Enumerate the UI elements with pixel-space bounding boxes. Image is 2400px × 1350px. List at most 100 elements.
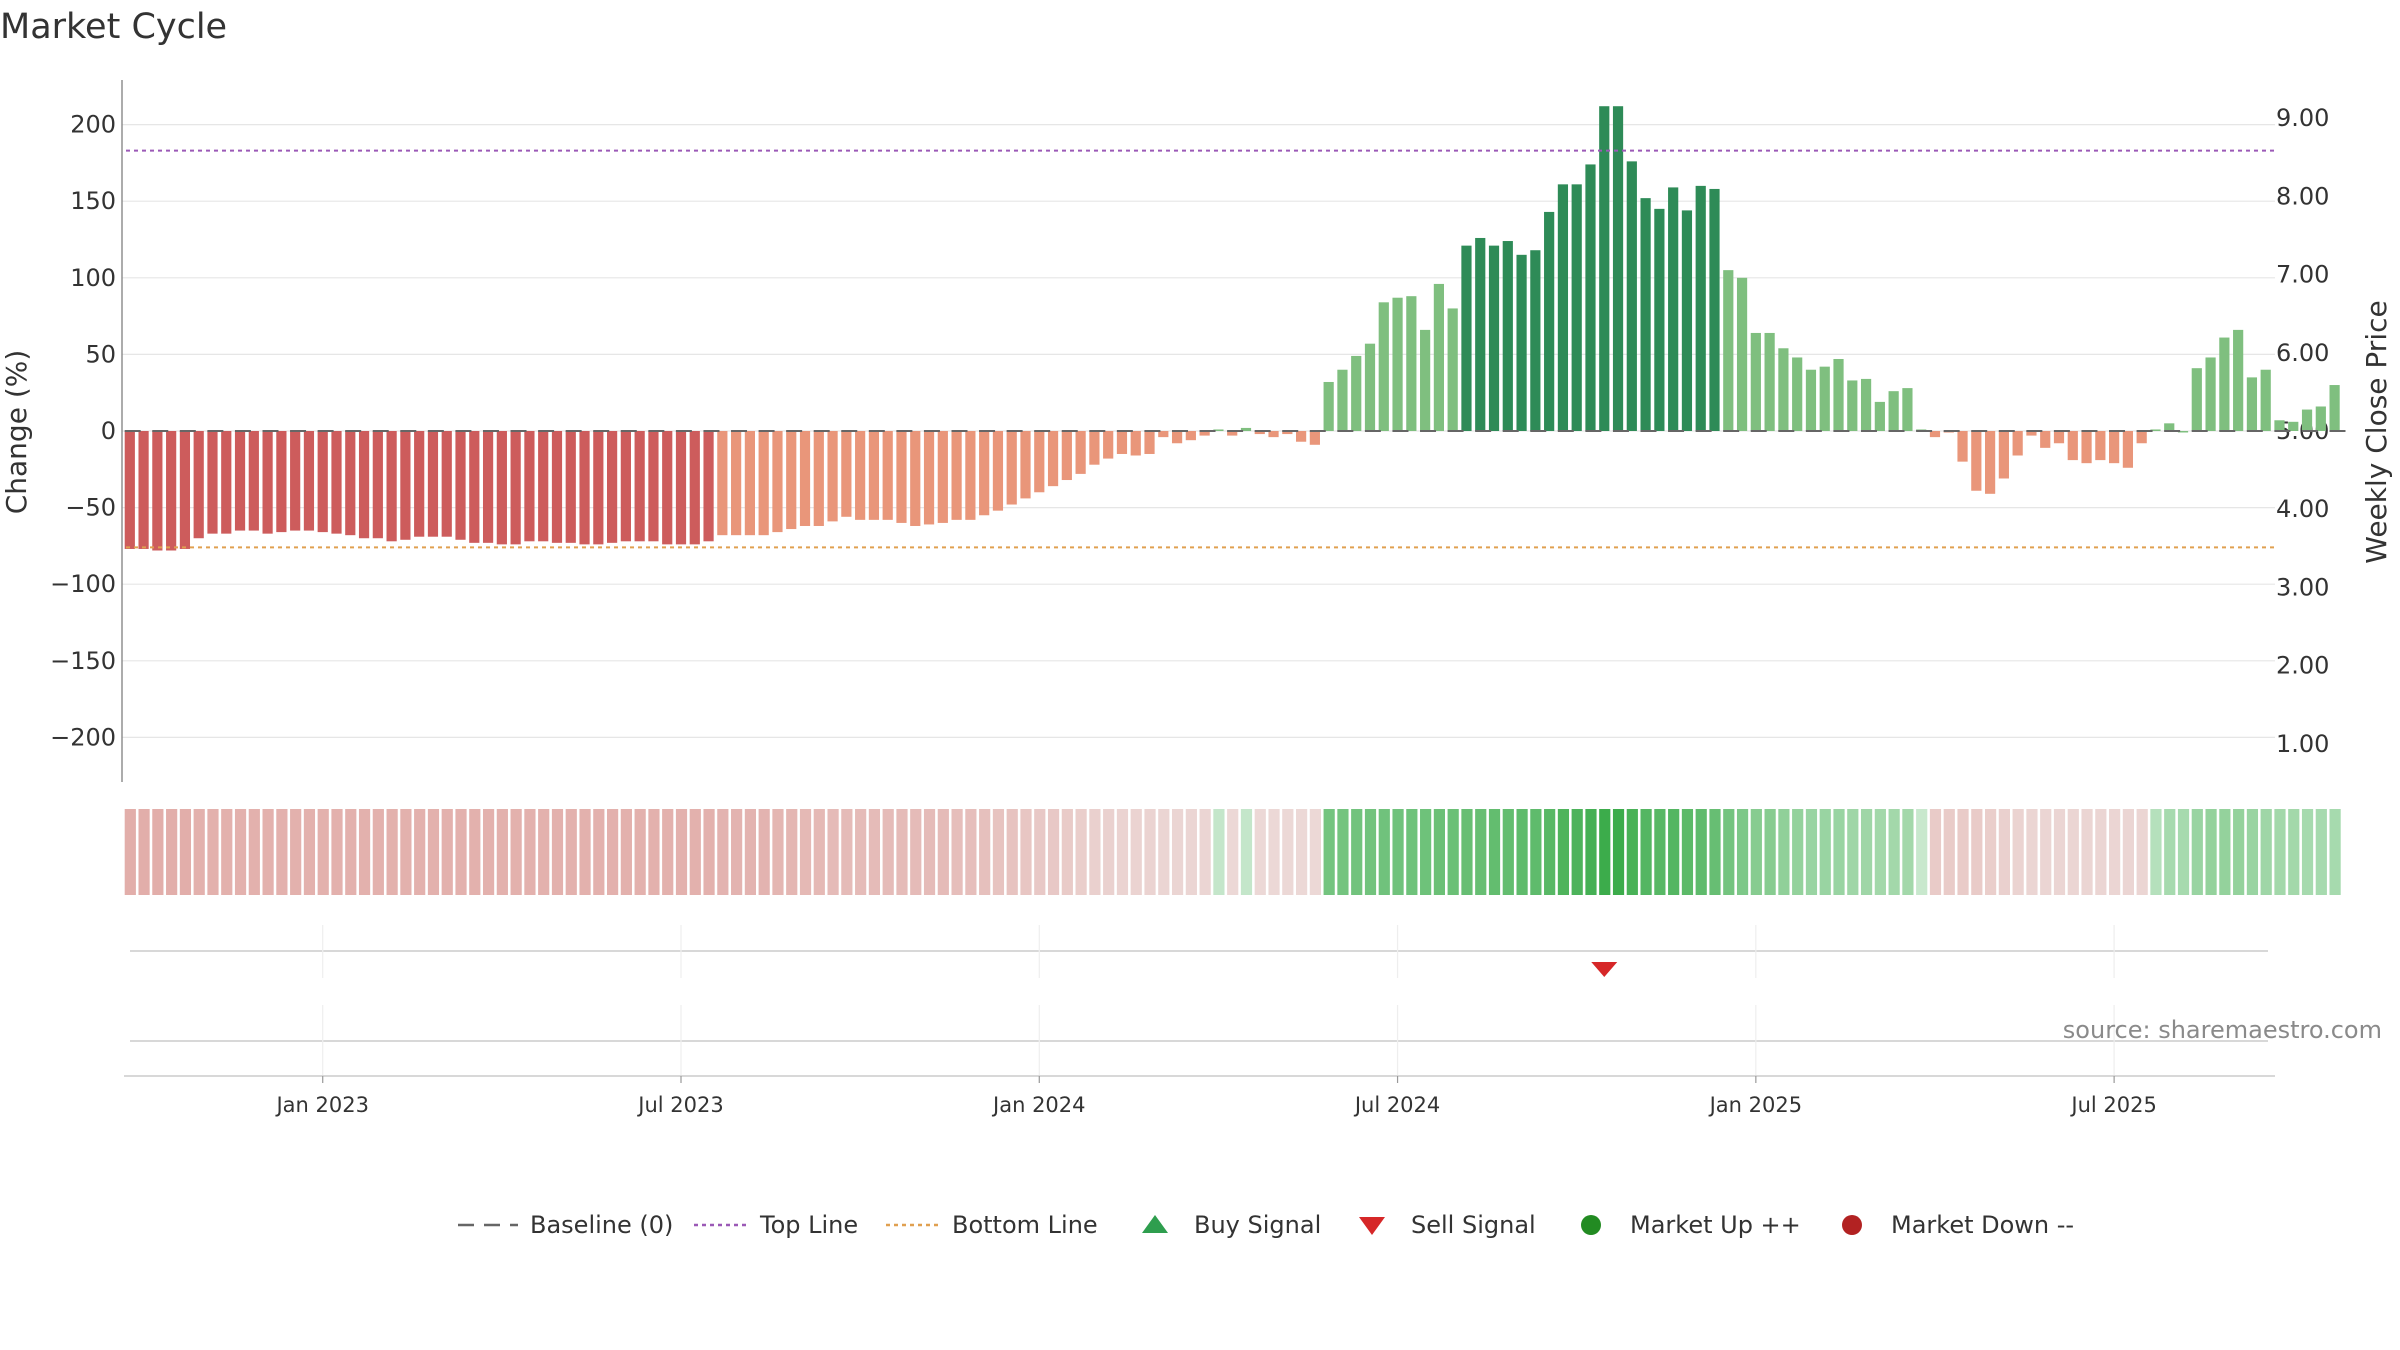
x-tick-label: Jul 2023 [636,1093,723,1117]
change-bar [1047,431,1059,487]
heatstrip-cell [1047,809,1060,895]
change-bar [1447,308,1458,431]
change-bar [896,431,907,523]
heatstrip-cell [1075,809,1087,895]
change-bar [813,431,824,526]
heatstrip-cell [455,809,467,895]
change-bar [799,431,811,526]
heatstrip-cell [593,809,605,895]
change-bar [1585,164,1596,431]
y-left-tick-label: −150 [50,647,116,675]
heatstrip-cell [620,809,632,895]
heatstrip-cell [1860,809,1873,895]
heatstrip-cell [841,809,853,895]
change-bar [1171,431,1183,444]
heatstrip-cell [1282,809,1294,895]
change-bar [1406,296,1417,431]
change-bar [1571,184,1582,431]
heatstrip-cell [1557,809,1570,895]
heatstrip-cell [303,809,316,895]
heatstrip-cell [1571,809,1583,895]
heatstrip-cell [2315,809,2327,895]
change-bar [2246,377,2258,431]
change-bar [1847,380,1858,431]
change-bar [979,431,990,516]
heatstrip-cell [607,809,619,895]
change-bar [482,431,494,543]
change-bar [992,431,1004,511]
change-bar [538,431,549,542]
change-bar [193,431,204,539]
y-left-tick-label: 200 [70,111,116,139]
x-tick-label: Jan 2024 [991,1093,1086,1117]
axes: 200 150 100 50 0 −50 −100 −150 −200 9.00 8.00 7.00 6… [50,80,2329,782]
heatstrip-cell [992,809,1005,895]
change-bar [1309,431,1320,445]
change-bar [2067,431,2078,461]
heatstrip-cell [1764,809,1776,895]
heatstrip-cell [1130,809,1142,895]
change-bar [1750,332,1761,431]
change-bar [1888,391,1899,431]
heatstrip-cell [1475,809,1487,895]
heatstrip-cell [1874,809,1886,895]
heatstrip-cell [1792,809,1804,895]
change-bar [1998,431,2009,479]
change-bar [234,431,246,531]
change-bar [1433,283,1444,431]
change-bar [124,431,135,549]
change-bar [1778,348,1789,431]
change-bar [331,431,342,534]
heatstrip-cell [1089,809,1101,895]
heatstrip-cell [827,809,839,895]
heatstrip-cell [2260,809,2272,895]
change-bar [1764,332,1775,431]
y-left-tick-label: −200 [50,723,116,751]
change-bar [1929,431,1941,438]
heatstrip-cell [2246,809,2259,895]
change-bar [372,431,383,539]
heatstrip-cell [1103,809,1115,895]
change-bar [1268,431,1279,438]
change-bar [1199,431,1210,436]
change-bar [593,431,604,545]
change-bar [1075,431,1086,474]
change-bar [2205,357,2216,431]
heatstrip-cell [1805,809,1818,895]
heatstrip-cell [896,809,908,895]
heatstrip-cell [1378,809,1390,895]
legend-label: Market Up ++ [1630,1211,1801,1239]
change-bar [303,431,315,531]
heatstrip-cell [1902,809,1914,895]
heatstrip-cell [414,809,426,895]
y-axis-right-title: Weekly Close Price [2360,300,2393,563]
change-bar [1227,431,1238,436]
change-bar [2136,431,2147,444]
change-bar [689,431,700,545]
change-bar [427,431,439,537]
change-bar [1544,211,1555,431]
heatstrip-cell [1268,809,1280,895]
heatstrip-cell [427,809,440,895]
heatstrip-cell [2109,809,2121,895]
change-bar [1296,431,1307,442]
change-bar [166,431,177,551]
legend-item-bottom: Bottom Line [886,1211,1098,1239]
heatstrip-cell [1971,809,1983,895]
change-bar [855,431,866,520]
change-bar [744,431,755,536]
buy-signal-icon [1142,1215,1168,1233]
change-bar [455,431,466,540]
sell-signal-marker [1591,962,1618,977]
change-bar [910,431,921,526]
y-right-tick-label: 8.00 [2276,182,2329,210]
y-right-tick-label: 7.00 [2276,261,2329,289]
heatstrip-cell [1668,809,1680,895]
legend-item-down: Market Down -- [1842,1211,2074,1239]
sell-signal-icon [1359,1217,1385,1235]
heatstrip-cell [1240,809,1253,895]
change-bars [124,106,2346,551]
change-bar [1089,431,1100,465]
change-bar [1681,210,1693,431]
heatstrip-cell [124,809,136,895]
